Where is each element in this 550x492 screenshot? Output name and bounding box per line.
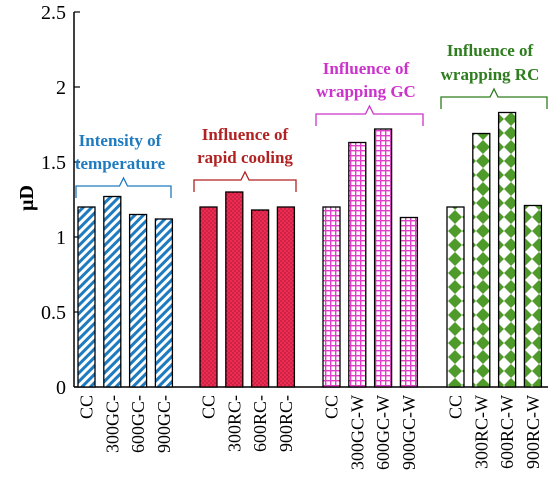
bar-wrapping-rc-4 (523, 204, 543, 388)
x-tick-label: 600GC-W (373, 395, 393, 470)
category-labels: CC 300GC- 600GC- 900GC- CC 300RC- 600RC- 900RC-… (77, 395, 543, 470)
annotation-rapid-cooling-line-1: Influence of (202, 125, 289, 144)
bar-wrapping-gc-4 (399, 216, 419, 388)
annotation-rapid-cooling-line-2: rapid cooling (197, 148, 293, 167)
x-tick-label: 300RC- (224, 395, 244, 452)
bar-rapid-cooling-1 (199, 206, 218, 388)
x-tick-label: CC (322, 395, 342, 419)
bar-wrapping-gc-1 (322, 206, 341, 388)
bar-wrapping-rc-2 (472, 132, 491, 388)
x-tick-label: CC (199, 395, 219, 419)
bar-wrapping-gc-3 (373, 128, 393, 388)
x-tick-label: 900GC- (154, 395, 174, 453)
annotation-wrapping-gc-line-2: wrapping GC (316, 82, 416, 101)
y-tick-label: 1 (56, 227, 66, 249)
bracket-temperature (75, 176, 172, 198)
bracket-wrapping-gc (315, 104, 424, 126)
y-tick-label: 0.5 (41, 302, 66, 324)
bar-rapid-cooling-2 (225, 191, 244, 388)
y-tick-label: 1.5 (41, 152, 66, 174)
x-tick-label: CC (77, 395, 97, 419)
annotation-wrapping-gc-line-1: Influence of (323, 59, 410, 78)
x-tick-label: 600RC-W (497, 395, 517, 469)
bar-temperature-2 (103, 195, 122, 388)
bar-temperature-1 (77, 206, 96, 388)
annotation-temperature-line-2: temperature (75, 154, 166, 173)
bracket-rapid-cooling (193, 170, 297, 192)
annotation-wrapping-rc-line-1: Influence of (447, 41, 534, 60)
x-tick-label: 900RC- (276, 395, 296, 452)
bar-rapid-cooling-4 (276, 206, 296, 388)
bar-wrapping-rc-3 (497, 111, 517, 388)
x-tick-label: 900RC-W (523, 395, 543, 469)
bar-wrapping-rc-1 (446, 206, 465, 388)
x-tick-label: 300RC-W (471, 395, 491, 469)
annotation-temperature-line-1: Intensity of (79, 131, 162, 150)
y-tick-label: 0 (56, 377, 66, 399)
annotation-wrapping-rc-line-2: wrapping RC (441, 65, 540, 84)
bar-temperature-4 (154, 218, 174, 388)
x-tick-label: 600GC- (128, 395, 148, 453)
x-tick-label: CC (446, 395, 466, 419)
x-tick-label: 900GC-W (399, 395, 419, 470)
group-annotations: Intensity of temperature Influence of rapid… (75, 41, 548, 198)
x-tick-label: 600RC- (250, 395, 270, 452)
bars-layer (77, 111, 543, 388)
bar-wrapping-gc-2 (348, 141, 367, 388)
bracket-wrapping-rc (440, 87, 548, 109)
x-tick-label: 300GC- (102, 395, 122, 453)
y-tick-label: 2.5 (41, 2, 66, 24)
y-axis-title: µD (16, 185, 38, 211)
y-tick-label: 2 (56, 77, 66, 99)
chart-axes: 0 0.5 1 1.5 2 2.5 (41, 2, 548, 399)
bar-temperature-3 (128, 213, 148, 388)
bar-rapid-cooling-3 (250, 209, 270, 388)
x-tick-label: 300GC-W (347, 395, 367, 470)
